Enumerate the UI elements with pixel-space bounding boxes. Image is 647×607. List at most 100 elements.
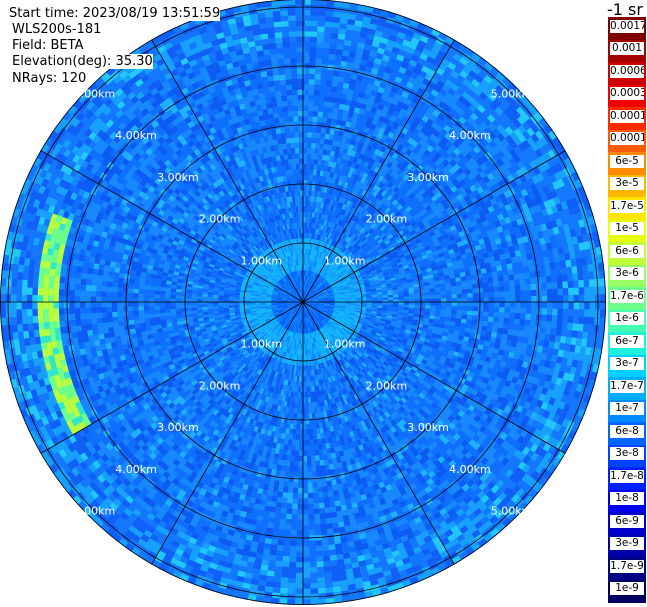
- field-cell: [287, 304, 293, 307]
- field-cell: [311, 308, 316, 312]
- field-cell: [292, 303, 298, 306]
- field-cell: [307, 304, 312, 309]
- field-cell: [305, 306, 308, 312]
- field-cell: [299, 286, 302, 292]
- field-cell: [286, 311, 291, 316]
- field-cell: [317, 282, 322, 288]
- field-cell: [292, 303, 298, 305]
- field-cell: [308, 310, 312, 316]
- field-cell: [306, 294, 311, 299]
- field-cell: [292, 310, 297, 315]
- field-cell: [313, 303, 319, 306]
- field-cell: [294, 305, 299, 309]
- field-cell: [286, 288, 291, 292]
- field-cell: [295, 305, 300, 311]
- field-cell: [292, 289, 297, 294]
- field-cell: [314, 279, 319, 285]
- field-cell: [294, 295, 299, 299]
- field-cell: [318, 294, 324, 298]
- field-cell: [301, 297, 303, 302]
- field-cell: [306, 294, 311, 299]
- field-cell: [307, 287, 311, 293]
- field-cell: [288, 285, 293, 291]
- field-cell: [296, 306, 301, 311]
- field-cell: [300, 291, 302, 297]
- field-cell: [311, 315, 315, 321]
- field-cell: [291, 309, 296, 314]
- field-cell: [313, 299, 319, 301]
- field-cell: [291, 290, 296, 295]
- field-cell: [307, 311, 311, 317]
- field-cell: [295, 294, 300, 299]
- field-cell: [309, 288, 313, 294]
- field-cell: [290, 292, 295, 296]
- field-cell: [313, 313, 318, 319]
- field-cell: [306, 287, 309, 293]
- field-cell: [288, 286, 293, 291]
- field-cell: [315, 288, 320, 293]
- field-cell: [303, 307, 305, 313]
- field-cell: [303, 286, 305, 292]
- field-cell: [315, 289, 321, 294]
- field-cell: [314, 287, 319, 292]
- field-cell: [299, 312, 302, 318]
- field-cell: [308, 298, 314, 301]
- field-cell: [292, 289, 297, 295]
- field-cell: [292, 303, 298, 306]
- field-cell: [307, 305, 312, 309]
- field-cell: [294, 295, 299, 299]
- field-cell: [282, 294, 288, 298]
- field-cell: [310, 277, 313, 283]
- field-cell: [306, 317, 308, 323]
- field-cell: [309, 310, 313, 315]
- field-cell: [318, 302, 325, 304]
- field-cell: [285, 289, 291, 293]
- field-cell: [316, 290, 321, 294]
- field-cell: [309, 310, 313, 316]
- field-cell: [307, 295, 312, 299]
- field-cell: [311, 277, 315, 283]
- field-cell: [310, 309, 315, 314]
- field-cell: [307, 317, 309, 323]
- field-cell: [292, 300, 298, 302]
- field-cell: [293, 316, 297, 322]
- field-cell: [312, 314, 317, 319]
- field-cell: [318, 297, 324, 299]
- field-cell: [283, 308, 289, 312]
- field-cell: [305, 275, 307, 281]
- field-cell: [293, 289, 297, 294]
- field-cell: [304, 307, 306, 313]
- field-cell: [307, 276, 310, 282]
- field-cell: [301, 312, 303, 318]
- field-cell: [295, 311, 299, 317]
- field-cell: [318, 303, 325, 305]
- field-cell: [298, 292, 302, 298]
- field-cell: [290, 308, 295, 313]
- field-cell: [318, 296, 324, 298]
- field-cell: [298, 286, 301, 292]
- field-cell: [313, 313, 318, 318]
- field-cell: [290, 284, 294, 290]
- field-cell: [307, 311, 310, 317]
- field-cell: [314, 312, 319, 317]
- field-cell: [305, 286, 307, 292]
- field-cell: [313, 304, 319, 307]
- field-cell: [301, 291, 303, 297]
- field-cell: [298, 292, 301, 298]
- field-cell: [304, 312, 306, 318]
- field-cell: [313, 302, 319, 304]
- field-cell: [312, 305, 318, 309]
- field-cell: [289, 293, 295, 297]
- field-cell: [312, 306, 318, 309]
- field-cell: [295, 281, 299, 287]
- field-cell: [313, 285, 317, 290]
- field-cell: [311, 292, 316, 296]
- field-cell: [291, 290, 296, 295]
- field-cell: [296, 293, 300, 298]
- field-cell: [298, 306, 301, 312]
- field-cell: [289, 292, 295, 297]
- field-cell: [289, 314, 294, 319]
- field-cell: [306, 281, 309, 287]
- field-cell: [307, 305, 312, 309]
